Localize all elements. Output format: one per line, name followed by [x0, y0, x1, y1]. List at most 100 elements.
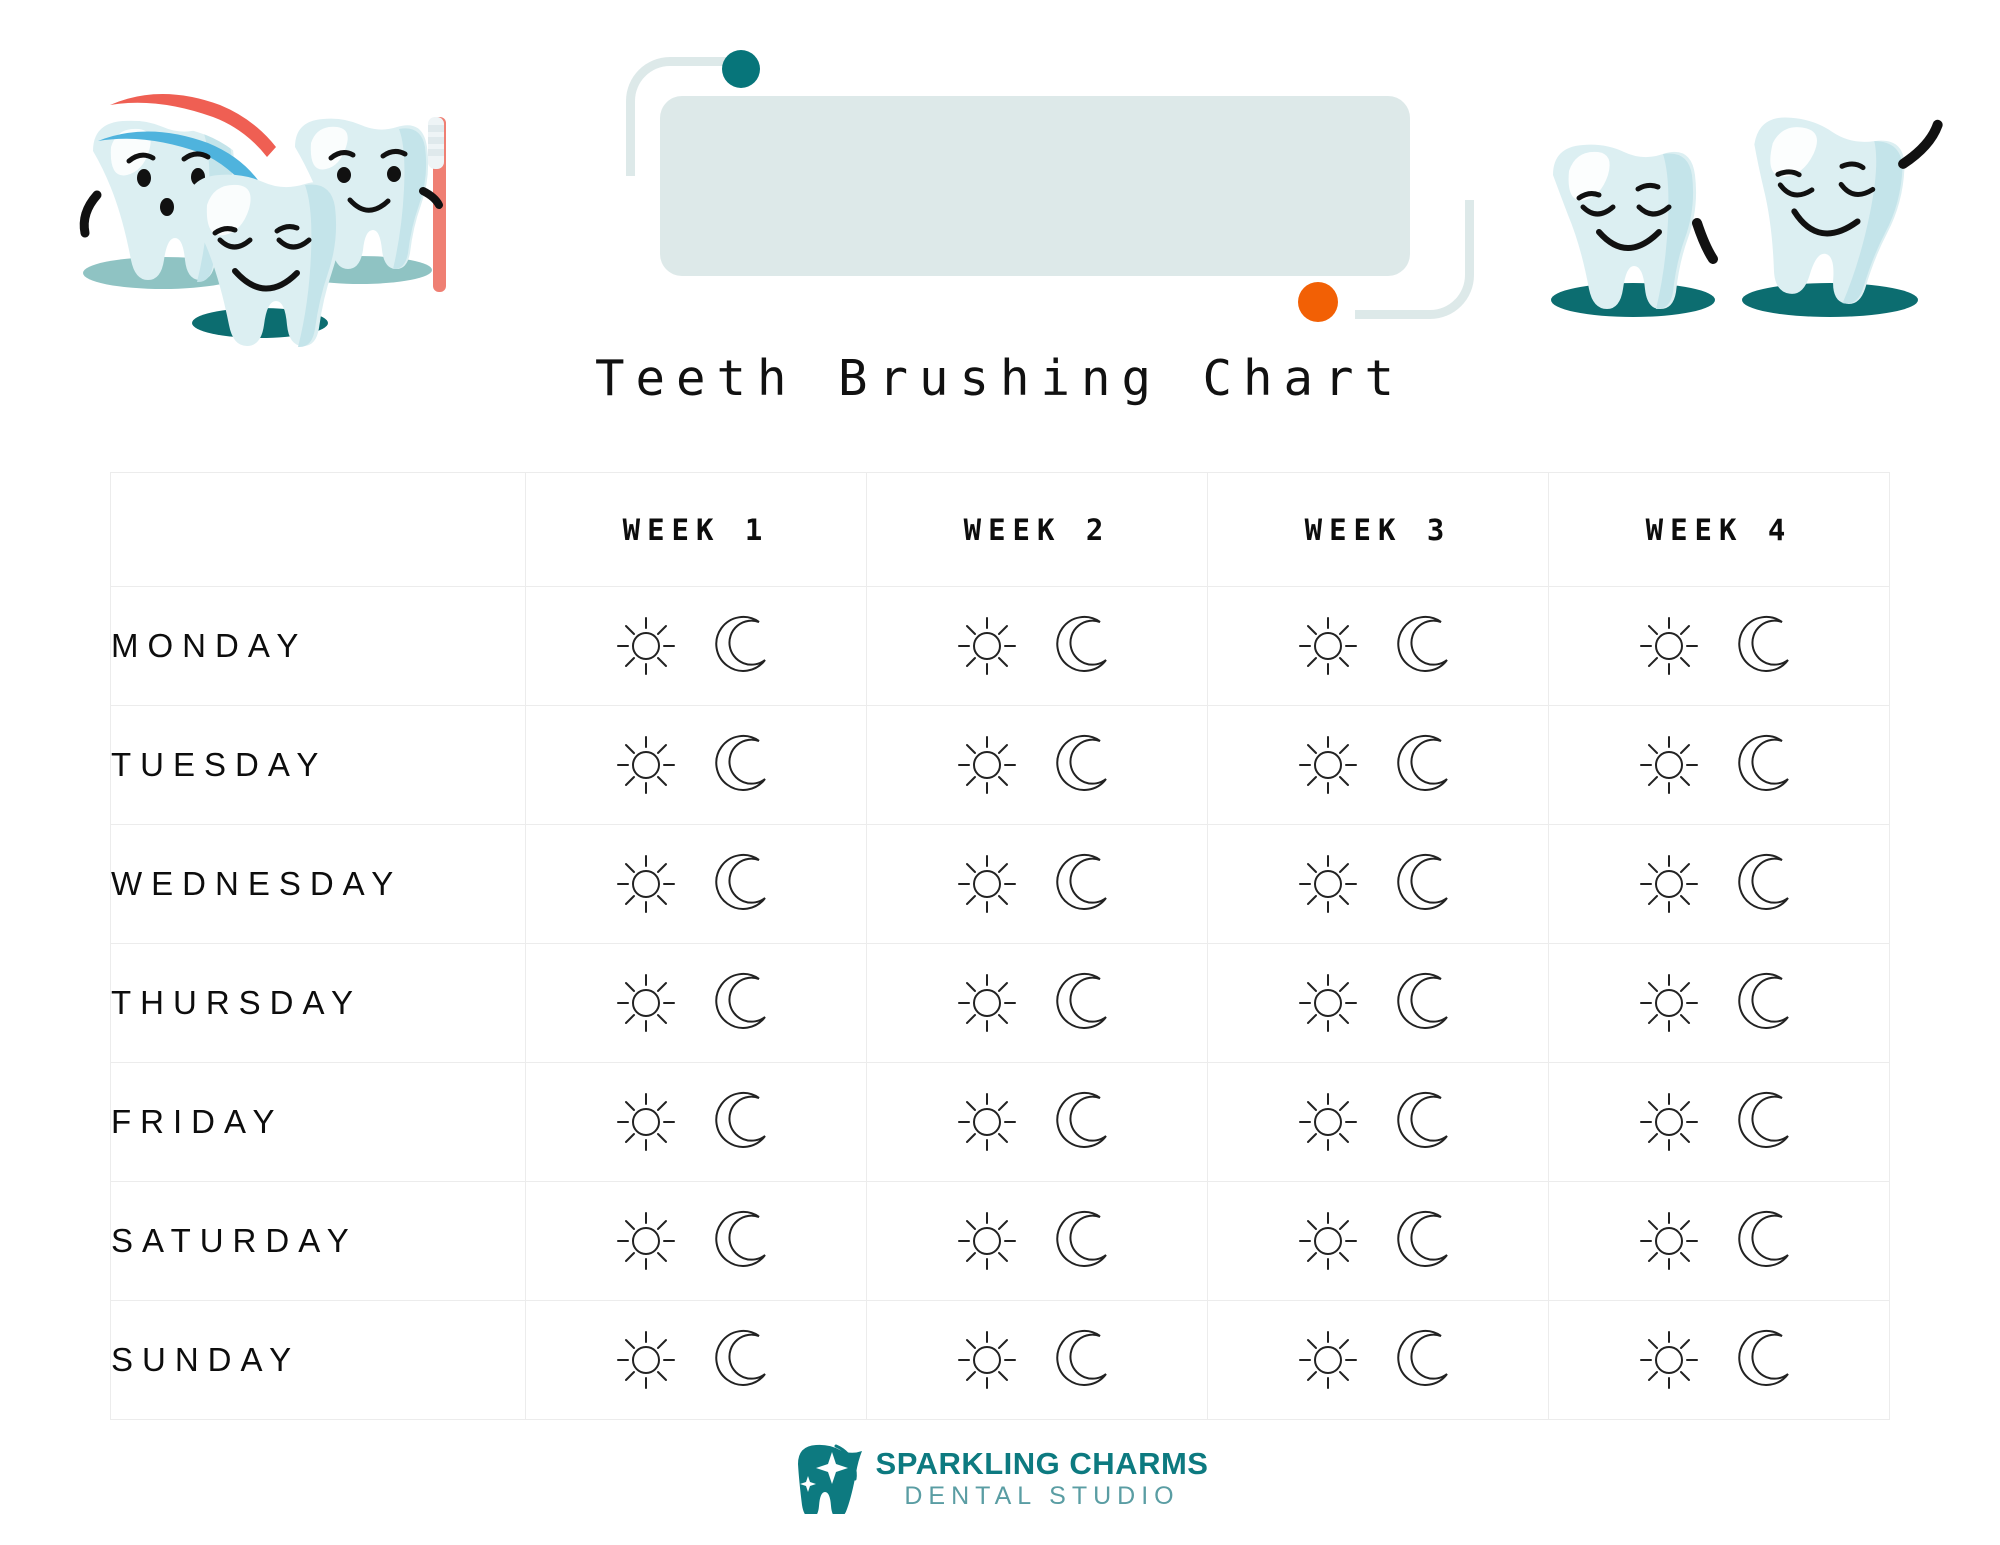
- cell-thursday-week2[interactable]: [866, 943, 1208, 1063]
- cell-tuesday-week4[interactable]: [1548, 705, 1890, 825]
- cell-monday-week3[interactable]: [1207, 586, 1549, 706]
- cell-sunday-week2[interactable]: [866, 1300, 1208, 1420]
- moon-icon[interactable]: [1056, 734, 1118, 796]
- cell-friday-week4[interactable]: [1548, 1062, 1890, 1182]
- sun-icon[interactable]: [615, 1091, 677, 1153]
- logo-tagline: DENTAL STUDIO: [904, 1481, 1180, 1510]
- moon-icon[interactable]: [1738, 972, 1800, 1034]
- sun-icon[interactable]: [615, 615, 677, 677]
- moon-icon[interactable]: [1738, 1329, 1800, 1391]
- sun-icon[interactable]: [1297, 972, 1359, 1034]
- moon-icon[interactable]: [715, 734, 777, 796]
- moon-icon[interactable]: [1738, 615, 1800, 677]
- moon-icon[interactable]: [715, 1091, 777, 1153]
- cell-thursday-week1[interactable]: [525, 943, 867, 1063]
- sun-icon[interactable]: [615, 1329, 677, 1391]
- brushing-chart-table: WEEK 1 WEEK 2 WEEK 3 WEEK 4 MONDAY: [110, 472, 1890, 1420]
- moon-icon[interactable]: [1056, 615, 1118, 677]
- cell-monday-week1[interactable]: [525, 586, 867, 706]
- sun-icon[interactable]: [615, 734, 677, 796]
- cell-sunday-week1[interactable]: [525, 1300, 867, 1420]
- footer-logo: SPARKLING CHARMS DENTAL STUDIO: [0, 1428, 2000, 1528]
- cell-saturday-week2[interactable]: [866, 1181, 1208, 1301]
- icon-pair: [1208, 853, 1548, 915]
- moon-icon[interactable]: [1397, 1210, 1459, 1272]
- sun-icon[interactable]: [956, 1329, 1018, 1391]
- cell-saturday-week1[interactable]: [525, 1181, 867, 1301]
- moon-icon[interactable]: [1738, 1091, 1800, 1153]
- cell-monday-week2[interactable]: [866, 586, 1208, 706]
- cell-sunday-week3[interactable]: [1207, 1300, 1549, 1420]
- cell-sunday-week4[interactable]: [1548, 1300, 1890, 1420]
- sun-icon[interactable]: [1638, 972, 1700, 1034]
- icon-pair: [526, 1210, 866, 1272]
- moon-icon[interactable]: [1738, 1210, 1800, 1272]
- sun-icon[interactable]: [1297, 853, 1359, 915]
- icon-pair: [867, 853, 1207, 915]
- sun-icon[interactable]: [956, 972, 1018, 1034]
- sun-icon[interactable]: [956, 734, 1018, 796]
- icon-pair: [526, 1329, 866, 1391]
- cell-friday-week1[interactable]: [525, 1062, 867, 1182]
- moon-icon[interactable]: [1397, 1329, 1459, 1391]
- week-header-3: WEEK 3: [1207, 472, 1549, 587]
- sun-icon[interactable]: [615, 1210, 677, 1272]
- cell-saturday-week4[interactable]: [1548, 1181, 1890, 1301]
- icon-pair: [867, 734, 1207, 796]
- moon-icon[interactable]: [1056, 1210, 1118, 1272]
- cell-saturday-week3[interactable]: [1207, 1181, 1549, 1301]
- day-label-thursday: THURSDAY: [110, 943, 526, 1063]
- cell-wednesday-week3[interactable]: [1207, 824, 1549, 944]
- cell-monday-week4[interactable]: [1548, 586, 1890, 706]
- sun-icon[interactable]: [956, 615, 1018, 677]
- sun-icon[interactable]: [1638, 734, 1700, 796]
- moon-icon[interactable]: [715, 615, 777, 677]
- sun-icon[interactable]: [1638, 853, 1700, 915]
- icon-pair: [526, 853, 866, 915]
- icon-pair: [526, 615, 866, 677]
- table-row: THURSDAY: [110, 943, 1890, 1063]
- sun-icon[interactable]: [956, 1210, 1018, 1272]
- sun-icon[interactable]: [1297, 734, 1359, 796]
- moon-icon[interactable]: [715, 853, 777, 915]
- cell-friday-week3[interactable]: [1207, 1062, 1549, 1182]
- sun-icon[interactable]: [615, 972, 677, 1034]
- moon-icon[interactable]: [1738, 853, 1800, 915]
- sun-icon[interactable]: [1297, 615, 1359, 677]
- icon-pair: [867, 1329, 1207, 1391]
- moon-icon[interactable]: [1397, 734, 1459, 796]
- moon-icon[interactable]: [1056, 1329, 1118, 1391]
- moon-icon[interactable]: [715, 1329, 777, 1391]
- sun-icon[interactable]: [1638, 615, 1700, 677]
- moon-icon[interactable]: [1397, 853, 1459, 915]
- table-row: SUNDAY: [110, 1300, 1890, 1420]
- sun-icon[interactable]: [1297, 1091, 1359, 1153]
- moon-icon[interactable]: [715, 972, 777, 1034]
- cell-wednesday-week4[interactable]: [1548, 824, 1890, 944]
- moon-icon[interactable]: [1056, 972, 1118, 1034]
- sun-icon[interactable]: [1638, 1329, 1700, 1391]
- moon-icon[interactable]: [1738, 734, 1800, 796]
- cell-wednesday-week2[interactable]: [866, 824, 1208, 944]
- cell-thursday-week3[interactable]: [1207, 943, 1549, 1063]
- cell-thursday-week4[interactable]: [1548, 943, 1890, 1063]
- cell-tuesday-week2[interactable]: [866, 705, 1208, 825]
- moon-icon[interactable]: [1056, 1091, 1118, 1153]
- moon-icon[interactable]: [715, 1210, 777, 1272]
- cell-wednesday-week1[interactable]: [525, 824, 867, 944]
- cell-tuesday-week1[interactable]: [525, 705, 867, 825]
- sun-icon[interactable]: [956, 853, 1018, 915]
- sun-icon[interactable]: [615, 853, 677, 915]
- sun-icon[interactable]: [1297, 1210, 1359, 1272]
- sun-icon[interactable]: [956, 1091, 1018, 1153]
- cell-tuesday-week3[interactable]: [1207, 705, 1549, 825]
- sun-icon[interactable]: [1638, 1210, 1700, 1272]
- moon-icon[interactable]: [1397, 1091, 1459, 1153]
- moon-icon[interactable]: [1056, 853, 1118, 915]
- cell-friday-week2[interactable]: [866, 1062, 1208, 1182]
- sun-icon[interactable]: [1638, 1091, 1700, 1153]
- moon-icon[interactable]: [1397, 972, 1459, 1034]
- moon-icon[interactable]: [1397, 615, 1459, 677]
- sun-icon[interactable]: [1297, 1329, 1359, 1391]
- tooth-shadow-icon: [1551, 283, 1715, 317]
